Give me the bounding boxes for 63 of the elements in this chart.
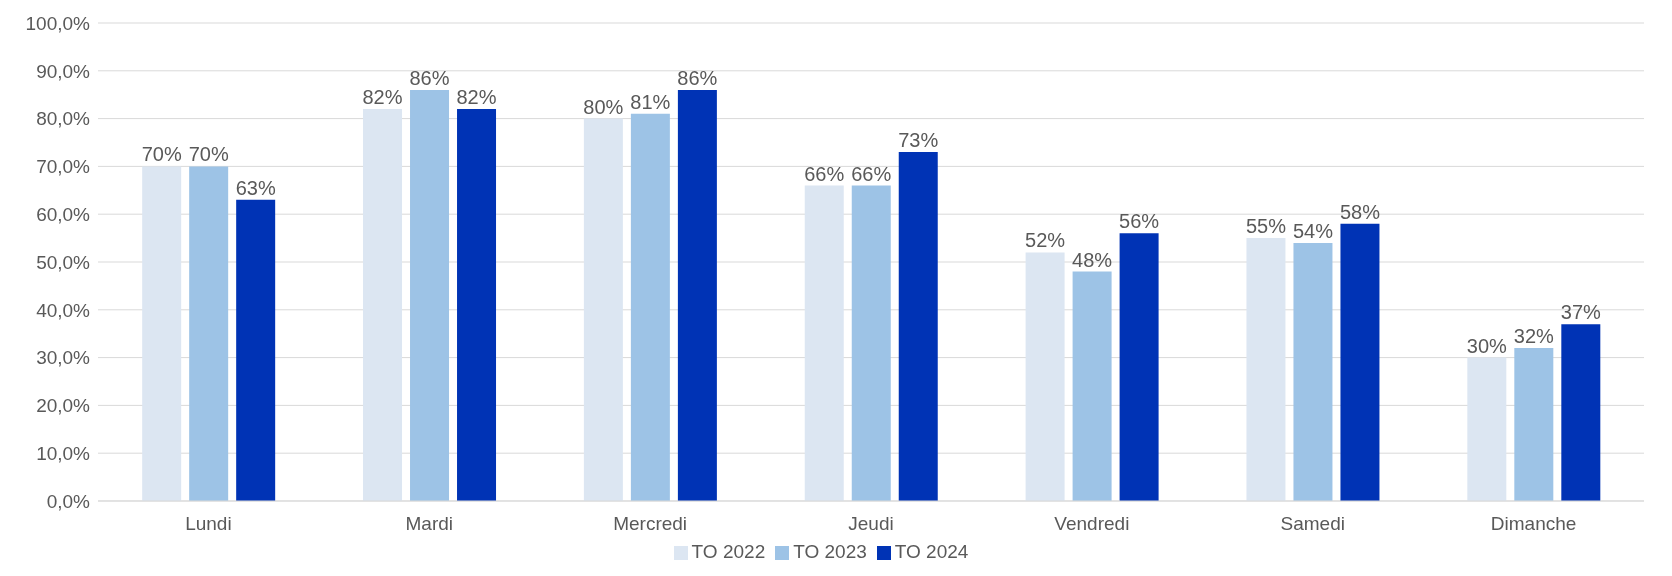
bar	[1072, 271, 1112, 501]
y-tick-label: 90,0%	[36, 60, 91, 82]
data-label: 80%	[583, 95, 624, 118]
bar	[142, 166, 182, 501]
bar	[1293, 242, 1333, 501]
bar	[898, 152, 938, 501]
bar	[851, 185, 891, 501]
bar	[583, 118, 623, 501]
data-label: 86%	[677, 66, 718, 89]
y-tick-label: 60,0%	[36, 203, 91, 225]
data-label: 81%	[630, 90, 671, 113]
bar	[1561, 324, 1601, 501]
bar	[363, 109, 403, 501]
x-tick-label: Mardi	[405, 513, 454, 535]
data-label: 55%	[1245, 215, 1287, 238]
legend-label: TO 2024	[894, 541, 969, 562]
data-label: 86%	[409, 66, 450, 89]
y-tick-label: 30,0%	[36, 347, 91, 369]
data-label: 54%	[1292, 219, 1334, 242]
data-label: 70%	[188, 143, 229, 166]
data-label: 48%	[1072, 248, 1113, 271]
data-label: 66%	[851, 162, 892, 185]
bar	[1340, 223, 1380, 501]
bar	[189, 166, 229, 501]
y-tick-label: 100,0%	[25, 12, 91, 34]
data-label: 66%	[804, 162, 845, 185]
data-label: 37%	[1560, 301, 1602, 324]
bar	[677, 89, 717, 501]
bar	[1119, 233, 1159, 501]
x-tick-label: Jeudi	[848, 513, 894, 535]
bar	[804, 185, 844, 501]
bar	[1467, 357, 1507, 501]
y-tick-label: 10,0%	[36, 442, 91, 464]
data-label: 82%	[362, 86, 403, 109]
data-label: 32%	[1513, 325, 1555, 348]
bar	[1246, 238, 1286, 501]
data-label: 63%	[235, 176, 276, 199]
bar	[236, 199, 276, 501]
data-label: 73%	[898, 129, 939, 152]
data-label: 70%	[141, 143, 182, 166]
data-label: 58%	[1339, 200, 1381, 223]
y-tick-label: 20,0%	[36, 395, 91, 417]
x-tick-label: Vendredi	[1054, 513, 1130, 535]
data-label: 52%	[1025, 229, 1066, 252]
bar	[630, 113, 670, 501]
data-label: 82%	[456, 86, 497, 109]
y-tick-label: 80,0%	[36, 108, 91, 130]
bar	[457, 109, 497, 501]
bar	[1025, 252, 1065, 501]
legend-label: TO 2023	[793, 541, 867, 562]
x-tick-label: Samedi	[1280, 513, 1345, 535]
bar	[1514, 348, 1554, 501]
data-label: 30%	[1466, 334, 1508, 357]
y-tick-label: 0,0%	[46, 490, 91, 512]
x-tick-label: Mercredi	[613, 513, 688, 535]
y-tick-label: 40,0%	[36, 299, 91, 321]
bar	[410, 89, 450, 501]
x-tick-label: Dimanche	[1490, 513, 1577, 535]
legend-label: TO 2022	[691, 541, 766, 562]
y-tick-label: 70,0%	[36, 156, 91, 178]
y-tick-label: 50,0%	[36, 251, 91, 273]
data-label: 56%	[1119, 210, 1160, 233]
x-tick-label: Lundi	[185, 513, 232, 535]
